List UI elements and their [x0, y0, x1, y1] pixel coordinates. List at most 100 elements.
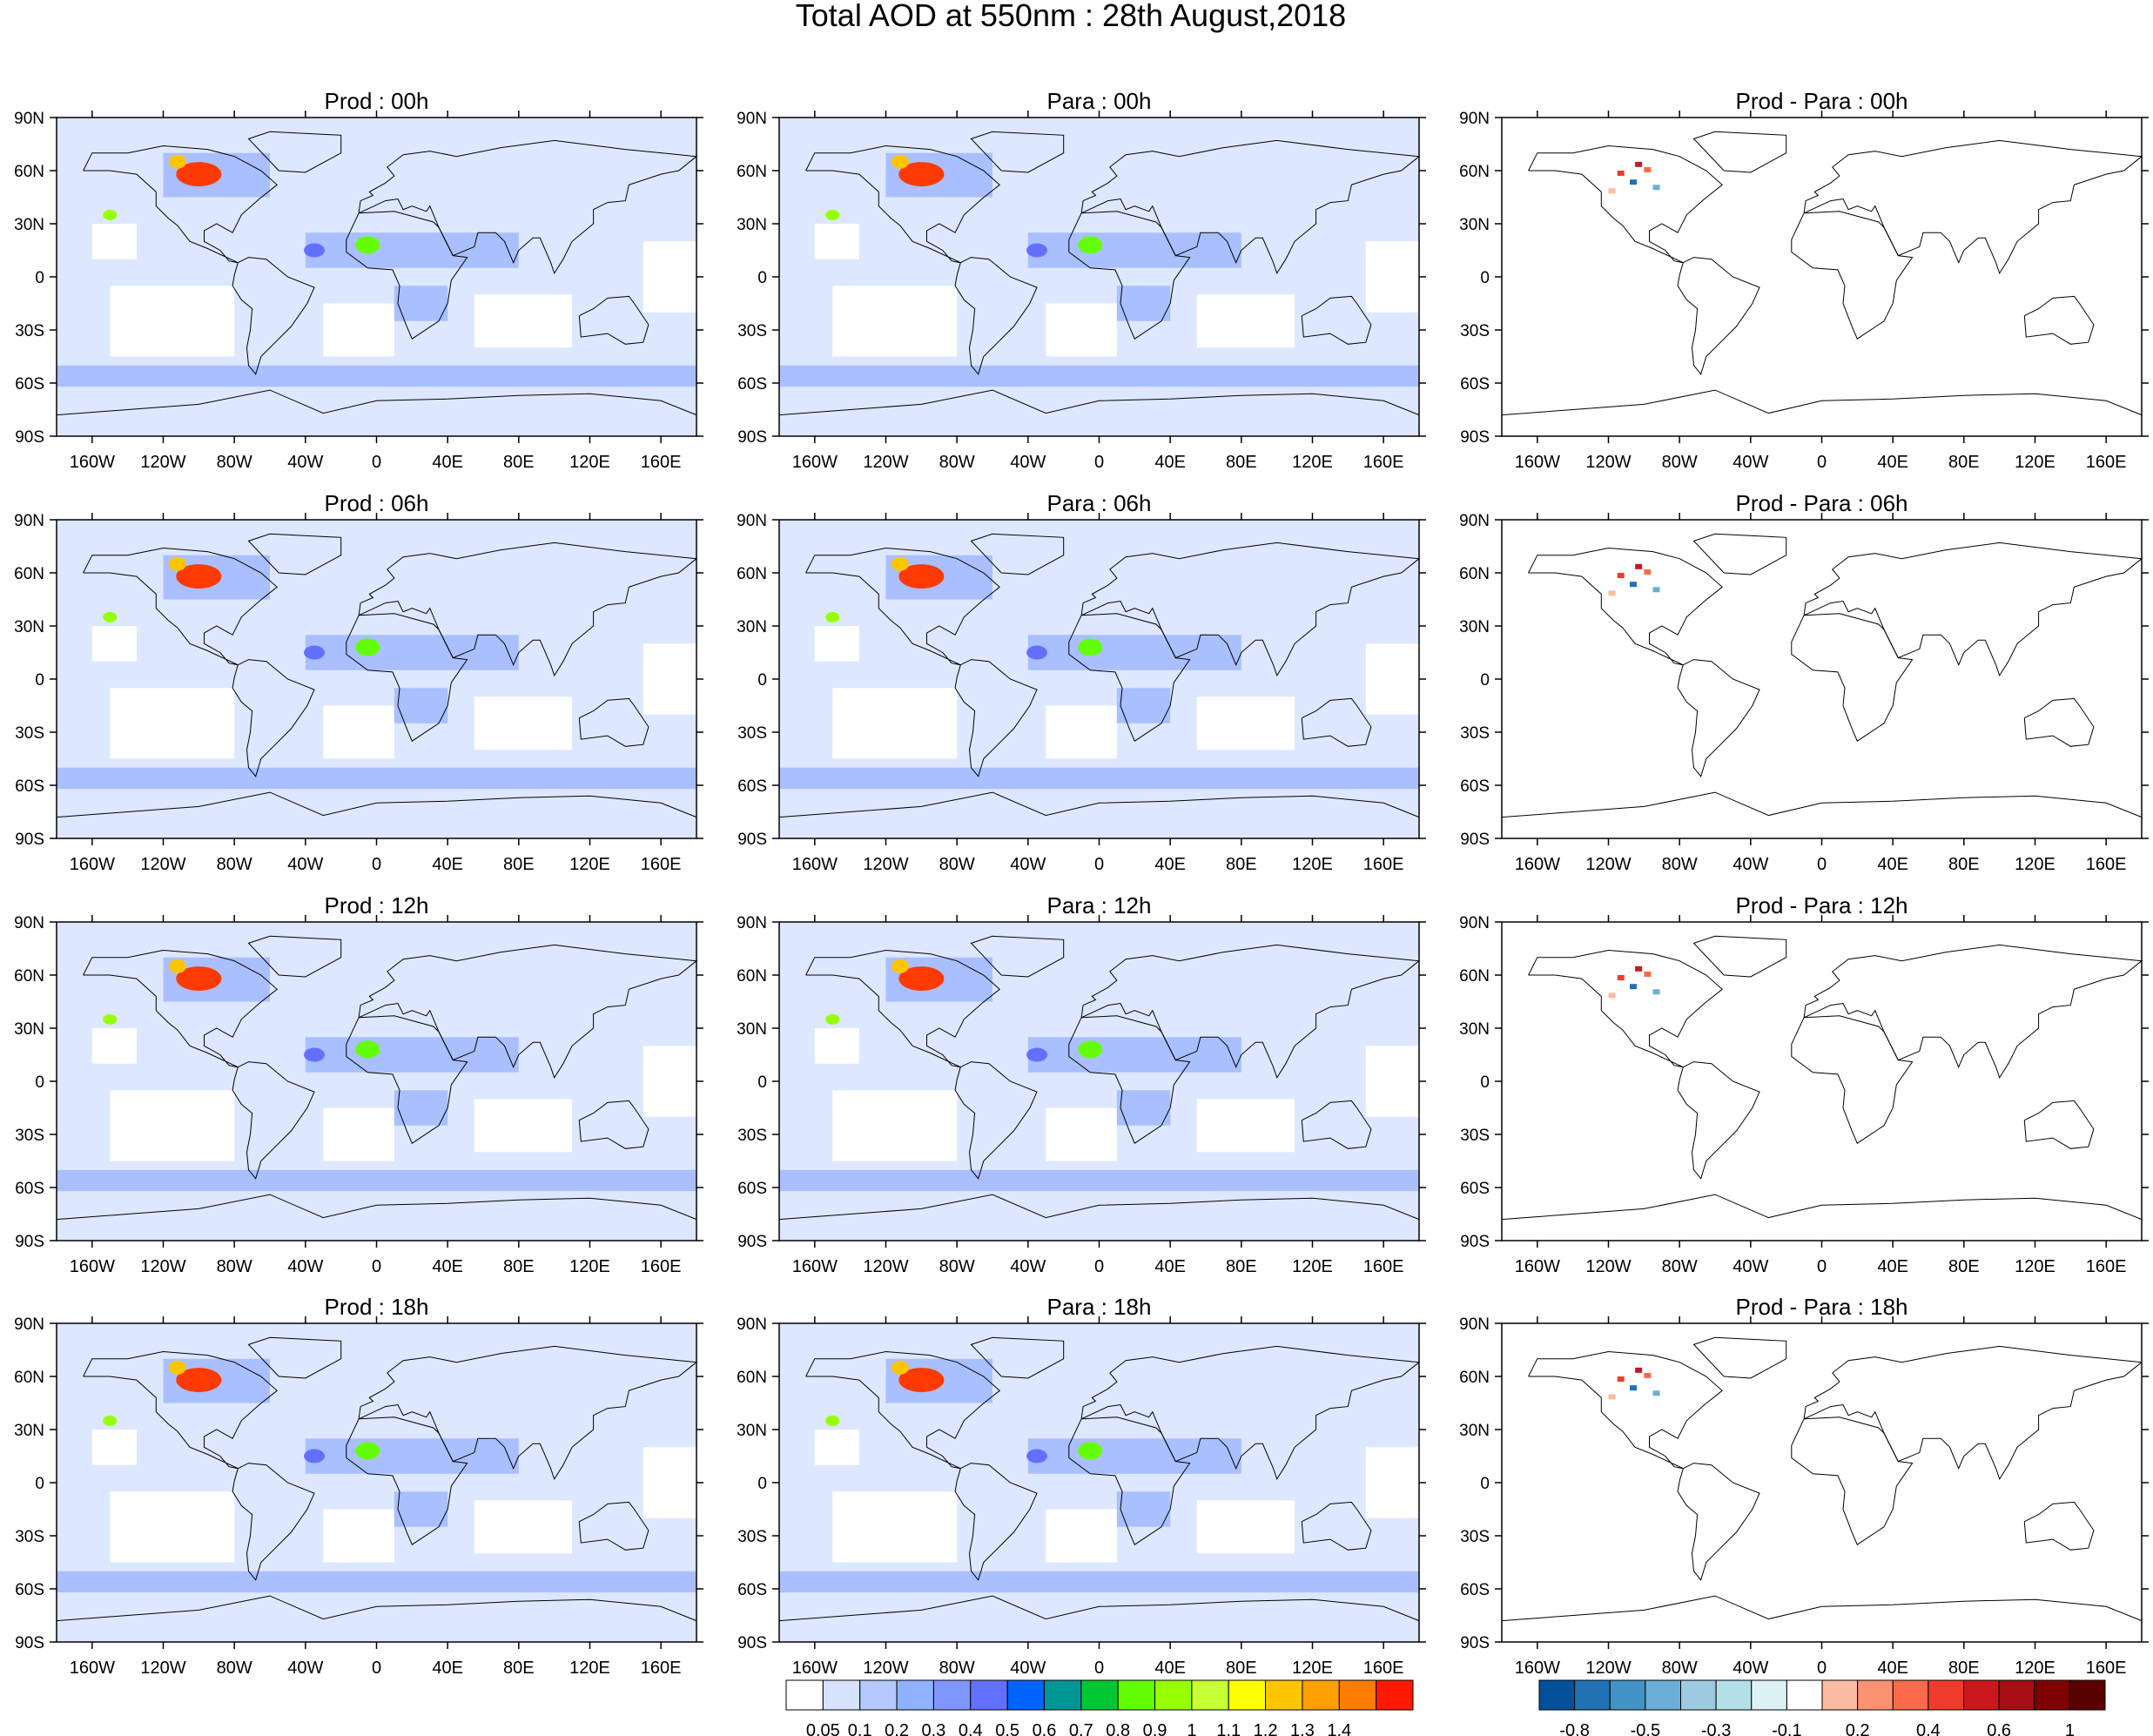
lon-tick-label: 40W	[1732, 1659, 1768, 1678]
coastline	[346, 613, 468, 742]
lon-tick-label: 120E	[569, 1659, 610, 1678]
colorbar-label: 0.4	[959, 1721, 983, 1736]
colorbar-label: 0.3	[922, 1721, 946, 1736]
colorbar-label: 0.2	[885, 1721, 909, 1736]
smoke-plume	[168, 556, 186, 571]
low-aod-region	[832, 1090, 958, 1161]
colorbar-box	[1786, 1679, 1823, 1711]
map-panel: Prod : 06h 90N 60N 30N 0 30S 60S 90S 160W 120W 80W…	[14, 490, 703, 874]
dust-plume	[1026, 645, 1048, 660]
coastline	[1080, 542, 1421, 677]
panel-title: Prod : 12h	[325, 892, 429, 918]
colorbar-box	[932, 1679, 972, 1711]
moderate-aod-region	[57, 1571, 696, 1593]
coastline	[83, 949, 278, 1068]
lon-tick-label: 40W	[1010, 1659, 1046, 1678]
difference-cell	[1617, 171, 1625, 176]
lat-tick-label: 30N	[14, 1020, 44, 1039]
coastline	[1791, 613, 1914, 742]
colorbar-box	[1680, 1679, 1717, 1711]
lat-tick-label: 0	[35, 269, 44, 287]
colorbar-label: 1.3	[1290, 1721, 1315, 1736]
moderate-aod-region	[394, 1090, 448, 1126]
difference-cell	[1635, 563, 1643, 569]
coastline	[1068, 613, 1191, 742]
moderate-aod-region	[1116, 1090, 1171, 1126]
difference-cell	[1644, 971, 1652, 977]
dust-plume	[304, 1449, 326, 1463]
lon-tick-label: 40W	[287, 453, 323, 472]
colorbar-label: 0.5	[995, 1721, 1019, 1736]
lon-tick-label: 160E	[2086, 1257, 2127, 1276]
dust-plume	[304, 1047, 326, 1062]
moderate-aod-region	[394, 688, 448, 723]
coastline	[83, 1350, 278, 1470]
lon-tick-label: 160W	[792, 1257, 838, 1276]
dust-plume	[1026, 243, 1048, 258]
smoke-plume	[898, 1368, 945, 1393]
coastline	[805, 949, 1000, 1068]
lat-tick-label: 60N	[14, 967, 44, 986]
lat-tick-label: 0	[1480, 1073, 1490, 1092]
lat-tick-label: 90S	[1460, 831, 1490, 849]
lon-tick-label: 160E	[1363, 453, 1404, 472]
aerosol-spot	[825, 611, 840, 622]
low-aod-region	[814, 1430, 859, 1465]
moderate-aod-region	[1027, 1438, 1241, 1474]
lon-tick-label: 40W	[1732, 855, 1768, 874]
dust-plume	[1078, 1040, 1103, 1059]
coastline	[778, 1595, 1420, 1622]
coastline	[358, 139, 698, 275]
lon-tick-label: 80E	[1226, 453, 1257, 472]
lat-tick-label: 0	[757, 671, 767, 690]
low-aod-region	[643, 1046, 696, 1117]
lon-tick-label: 160W	[1515, 453, 1560, 472]
lon-tick-label: 40W	[1732, 1257, 1768, 1276]
lon-tick-label: 160E	[2086, 453, 2127, 472]
coastline	[358, 944, 698, 1080]
lon-tick-label: 40W	[287, 1659, 323, 1678]
coastline	[1501, 791, 2143, 818]
low-aod-region	[832, 286, 958, 357]
lat-tick-label: 60N	[14, 1369, 44, 1387]
low-aod-region	[643, 643, 696, 715]
lat-tick-label: 90S	[15, 1233, 44, 1251]
lon-tick-label: 120W	[1585, 1257, 1631, 1276]
lon-tick-label: 160E	[1363, 1659, 1404, 1678]
map-background	[57, 118, 696, 436]
smoke-plume	[891, 154, 909, 169]
lon-tick-label: 0	[1094, 855, 1104, 874]
lon-tick-label: 40E	[432, 1257, 463, 1276]
lon-tick-label: 0	[372, 1659, 381, 1678]
colorbar-label: 1	[2065, 1721, 2075, 1736]
lat-tick-label: 30S	[15, 724, 44, 743]
low-aod-region	[110, 1491, 235, 1563]
aerosol-spot	[825, 209, 840, 220]
lat-tick-label: 30N	[1459, 618, 1490, 636]
lon-tick-label: 80W	[217, 453, 252, 472]
lon-tick-label: 0	[372, 453, 381, 472]
low-aod-region	[1365, 1046, 1419, 1117]
coastline	[778, 389, 1420, 416]
colorbar-box	[1376, 1679, 1414, 1711]
smoke-plume	[891, 556, 909, 571]
coastline	[1791, 211, 1914, 340]
colorbar-box	[1302, 1679, 1340, 1711]
lat-tick-label: 60N	[737, 163, 767, 181]
lat-tick-label: 30S	[15, 322, 44, 340]
lat-tick-label: 0	[757, 269, 767, 287]
colorbar-box	[1645, 1679, 1681, 1711]
panel-title: Prod : 06h	[325, 490, 429, 516]
coastline	[1501, 1595, 2143, 1622]
lon-tick-label: 80W	[217, 1659, 252, 1678]
lat-tick-label: 30N	[1459, 1422, 1490, 1440]
lat-tick-label: 90N	[1459, 1315, 1490, 1334]
lat-tick-label: 90N	[1459, 110, 1490, 128]
dust-plume	[304, 243, 326, 258]
coastline	[2023, 1100, 2095, 1149]
lat-tick-label: 90S	[1460, 1233, 1490, 1251]
map-background	[57, 1323, 696, 1642]
difference-cell	[1630, 179, 1637, 185]
colorbar-box	[1006, 1679, 1045, 1711]
smoke-plume	[891, 1360, 909, 1375]
